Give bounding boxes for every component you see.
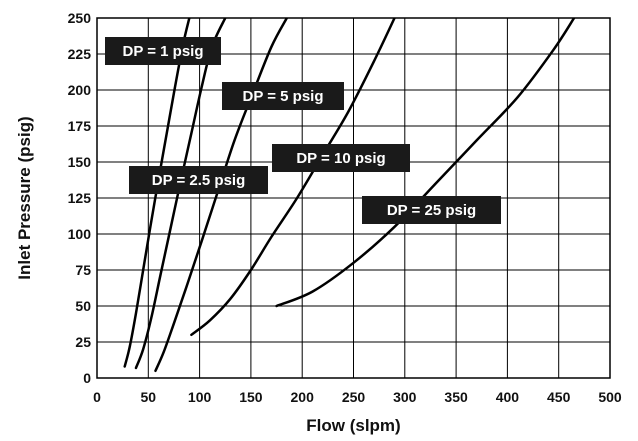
label-box: [129, 166, 268, 194]
series-label-1: DP = 1 psig: [105, 37, 221, 65]
label-text: DP = 25 psig: [387, 202, 476, 219]
y-axis-ticks: 0 25 50 75 100 125 150 175 200 225 250: [68, 10, 92, 386]
series-line-5: [275, 18, 576, 308]
x-tick-label: 100: [188, 389, 212, 405]
y-tick-label: 250: [68, 10, 92, 26]
series-lines: [123, 18, 576, 373]
series-labels: DP = 1 psig DP = 2.5 psig DP = 5 psig DP = …: [105, 37, 501, 224]
y-tick-label: 175: [68, 118, 92, 134]
label-box: [105, 37, 221, 65]
series-line-4: [190, 18, 396, 337]
label-box: [222, 82, 344, 110]
label-text: DP = 1 psig: [122, 43, 203, 60]
y-tick-label: 75: [75, 262, 91, 278]
y-tick-label: 150: [68, 154, 92, 170]
x-tick-label: 500: [598, 389, 622, 405]
y-tick-label: 200: [68, 82, 92, 98]
x-tick-label: 50: [141, 389, 157, 405]
series-label-2: DP = 2.5 psig: [129, 166, 268, 194]
label-box: [362, 196, 501, 224]
label-text: DP = 2.5 psig: [152, 172, 246, 189]
y-axis-title: Inlet Pressure (psig): [15, 116, 34, 279]
label-text: DP = 10 psig: [296, 150, 385, 167]
x-tick-label: 150: [239, 389, 263, 405]
series-line-3: [154, 18, 289, 373]
series-label-5: DP = 25 psig: [362, 196, 501, 224]
series-label-4: DP = 10 psig: [272, 144, 410, 172]
x-tick-label: 450: [547, 389, 571, 405]
series-line-2: [134, 18, 227, 370]
y-tick-label: 50: [75, 298, 91, 314]
series-label-3: DP = 5 psig: [222, 82, 344, 110]
label-text: DP = 5 psig: [242, 88, 323, 105]
x-tick-label: 350: [444, 389, 468, 405]
label-box: [272, 144, 410, 172]
x-tick-label: 250: [342, 389, 366, 405]
y-tick-label: 0: [83, 370, 91, 386]
y-tick-label: 25: [75, 334, 91, 350]
plot-frame: [96, 17, 611, 379]
x-tick-label: 300: [393, 389, 417, 405]
y-tick-label: 125: [68, 190, 92, 206]
x-tick-label: 0: [93, 389, 101, 405]
y-tick-label: 225: [68, 46, 92, 62]
x-axis-title: Flow (slpm): [306, 416, 400, 435]
x-tick-label: 200: [291, 389, 315, 405]
x-axis-ticks: 0 50 100 150 200 250 300 350 400 450 500: [93, 389, 622, 405]
x-tick-label: 400: [496, 389, 520, 405]
y-tick-label: 100: [68, 226, 92, 242]
